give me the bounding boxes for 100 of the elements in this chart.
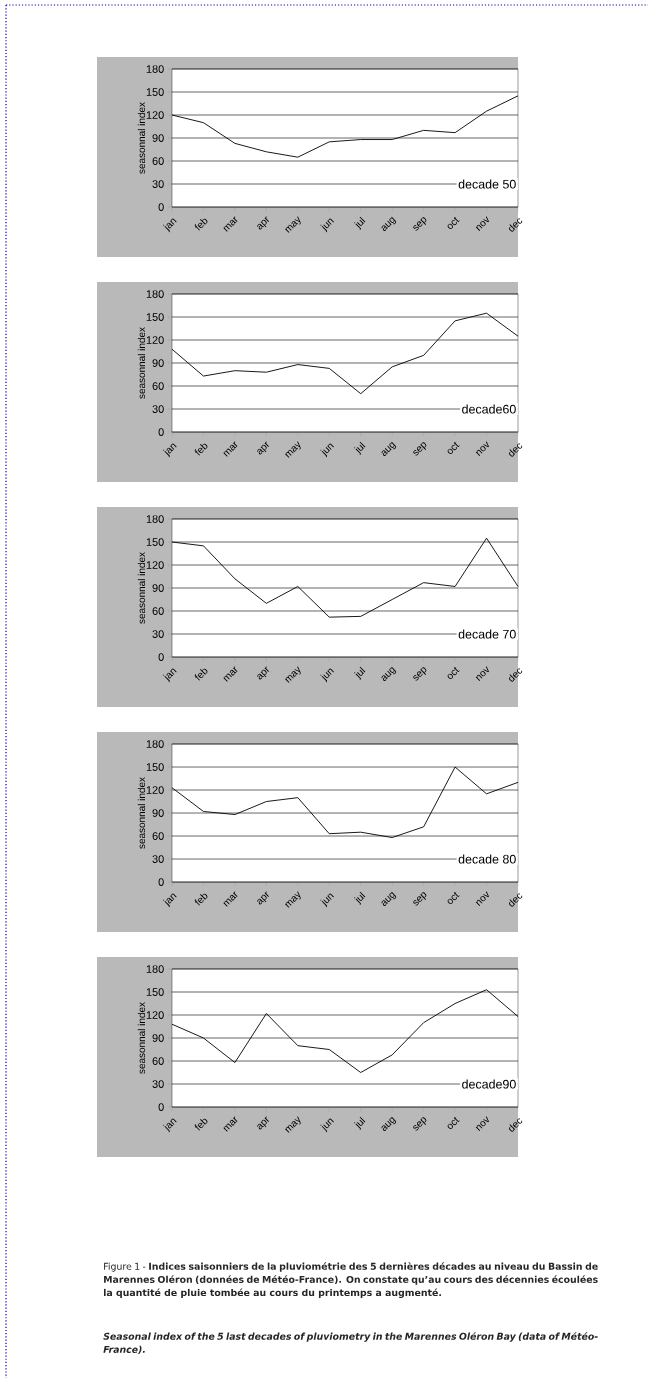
y-tick-label: 60 [152,157,164,165]
x-tick-label: apr [257,666,269,680]
y-tick-label: 120 [146,1011,164,1019]
x-tick-label: aug [381,891,397,906]
x-tick-label: oct [447,217,460,230]
x-tick-label: jan [163,218,177,233]
y-tick-label: 180 [146,740,164,748]
y-tick-label: 180 [146,290,164,298]
caption: Figure 1 - Indices saisonniers de la pluviométrie des 5 dernières décades au niveau du Bassin de Marennes Oléron (données de Météo-France). On constate qu’au cours des décennies écoulées la quantité de pluie tombée au cours du printemps a augmenté. [103,1262,598,1299]
x-tick-label: apr [257,216,269,230]
y-tick-label: 30 [152,405,164,413]
y-tick-label: 120 [146,111,164,119]
y-tick-label: 30 [152,630,164,638]
x-tick-label: dec [509,1118,523,1132]
x-tick-label: apr [257,441,269,455]
y-axis-title: seasonnal index [137,552,146,624]
x-tick-label: feb [194,893,208,906]
y-tick-label: 120 [146,786,164,794]
y-tick-label: 180 [146,965,164,973]
y-axis-title: seasonnal index [137,102,146,174]
x-tick-label: feb [194,1118,208,1131]
x-tick-label: feb [194,443,208,456]
x-tick-label: oct [447,892,460,905]
y-tick-label: 0 [158,428,164,436]
x-tick-label: oct [447,1117,460,1130]
y-tick-label: 60 [152,1057,164,1065]
y-tick-label: 120 [146,336,164,344]
y-axis-title: seasonnal index [137,327,146,399]
y-tick-label: 60 [152,832,164,840]
y-tick-label: 90 [152,359,164,367]
y-axis-title: seasonnal index [137,1002,146,1074]
x-tick-label: jul [354,891,366,906]
x-tick-label: jun [320,1118,334,1133]
x-tick-label: jan [163,668,177,683]
x-tick-label: mar [223,441,238,457]
x-tick-label: jul [354,666,366,681]
x-tick-label: jul [354,216,366,230]
text: decade 70 [458,629,516,639]
x-tick-label: nov [475,666,489,681]
y-tick-label: 150 [146,313,164,321]
x-tick-label: jul [354,1116,366,1131]
y-tick-label: 120 [146,561,164,569]
x-tick-label: mar [223,1116,238,1132]
x-tick-label: mar [223,216,238,232]
x-tick-label: aug [381,216,397,231]
x-tick-label: dec [509,893,523,907]
x-tick-label: jan [163,893,177,908]
text: decade 80 [458,854,516,864]
y-tick-label: 60 [152,382,164,390]
x-tick-label: oct [447,667,460,680]
x-tick-label: aug [381,666,397,681]
y-tick-label: 90 [152,809,164,817]
y-tick-label: 90 [152,1034,164,1042]
x-tick-label: jun [320,443,334,458]
x-tick-label: oct [447,442,460,455]
text: decade60 [462,404,516,414]
x-tick-label: sep [413,667,427,681]
y-tick-label: 150 [146,763,164,771]
x-tick-label: feb [194,668,208,681]
x-tick-label: sep [413,442,427,456]
x-tick-label: nov [475,891,489,906]
y-tick-label: 30 [152,1080,164,1088]
y-tick-label: 0 [158,203,164,211]
x-tick-label: sep [413,217,427,231]
x-tick-label: jan [163,443,177,458]
x-tick-label: sep [413,1117,427,1131]
x-tick-label: apr [257,891,269,905]
x-tick-label: dec [509,443,523,457]
y-tick-label: 180 [146,515,164,523]
y-tick-label: 150 [146,88,164,96]
text: decade90 [462,1079,516,1089]
x-tick-label: mar [223,891,238,907]
y-tick-label: 150 [146,988,164,996]
text: decade 50 [458,179,516,189]
x-tick-label: mar [223,666,238,682]
text: Seasonal index of the 5 last decades of pluviometry in the Marennes Oléron Bay (data of Météo-France). [103,1332,598,1355]
y-tick-label: 0 [158,1103,164,1111]
y-tick-label: 180 [146,65,164,73]
x-tick-label: sep [413,892,427,906]
y-tick-label: 0 [158,878,164,886]
x-tick-label: jan [163,1118,177,1133]
x-tick-label: nov [475,441,489,456]
x-tick-label: jun [320,893,334,908]
x-tick-label: feb [194,218,208,231]
y-tick-label: 30 [152,180,164,188]
y-tick-label: 30 [152,855,164,863]
y-tick-label: 60 [152,607,164,615]
y-tick-label: 90 [152,134,164,142]
x-tick-label: jul [354,441,366,455]
x-tick-label: dec [509,218,523,232]
y-tick-label: 150 [146,538,164,546]
x-tick-label: jun [320,218,334,233]
x-tick-label: jun [320,668,334,683]
y-axis-title: seasonnal index [137,777,146,849]
y-tick-label: 0 [158,653,164,661]
x-tick-label: nov [475,216,489,231]
y-tick-label: 90 [152,584,164,592]
x-tick-label: aug [381,1116,397,1131]
x-tick-label: apr [257,1116,269,1130]
x-tick-label: aug [381,441,397,456]
